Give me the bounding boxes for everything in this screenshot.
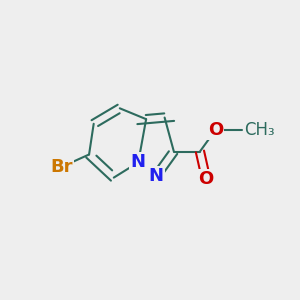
- Text: N: N: [131, 153, 146, 171]
- Text: CH₃: CH₃: [244, 121, 274, 139]
- Text: N: N: [148, 167, 164, 185]
- Text: O: O: [208, 121, 223, 139]
- Text: Br: Br: [50, 158, 73, 176]
- Text: O: O: [199, 170, 214, 188]
